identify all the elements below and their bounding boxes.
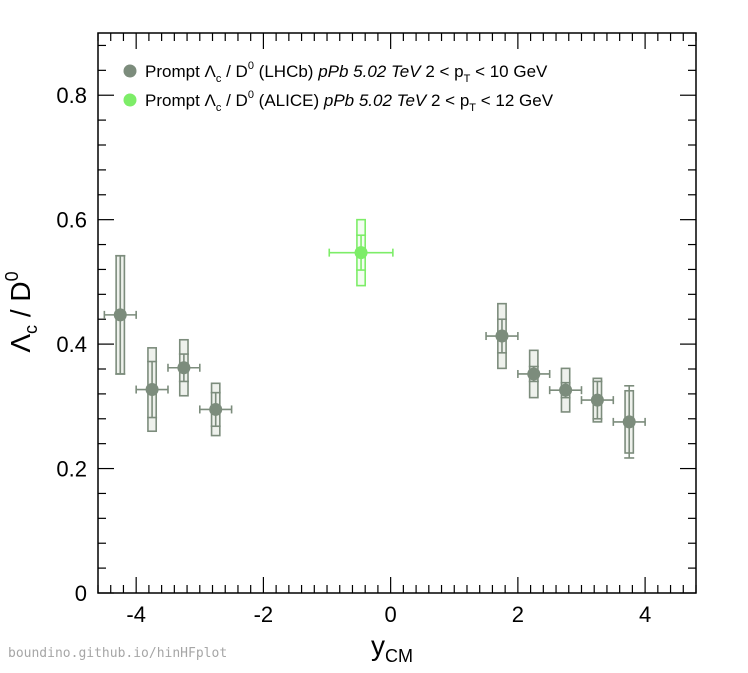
legend-marker-lhcb bbox=[123, 64, 137, 78]
data-marker bbox=[495, 329, 509, 343]
data-marker bbox=[354, 246, 368, 260]
data-point-alice bbox=[328, 218, 394, 287]
data-marker bbox=[145, 383, 159, 397]
data-point-lhcb bbox=[612, 384, 646, 459]
y-tick-label: 0 bbox=[75, 581, 87, 606]
data-marker bbox=[559, 383, 573, 397]
x-tick-label: 4 bbox=[639, 602, 651, 627]
data-marker bbox=[209, 402, 223, 416]
y-axis-title: Λc / D0 bbox=[2, 271, 41, 352]
plot-frame bbox=[97, 32, 697, 594]
x-tick-label: 0 bbox=[385, 602, 397, 627]
x-axis-title: yCM bbox=[371, 630, 413, 666]
legend: Prompt Λc / D0 (LHCb) pPb 5.02 TeV 2 < p… bbox=[123, 60, 554, 114]
axis-ticks bbox=[97, 33, 697, 594]
data-marker bbox=[622, 415, 636, 429]
y-tick-label: 0.2 bbox=[56, 457, 87, 482]
y-tick-label: 0.8 bbox=[56, 83, 87, 108]
data-marker bbox=[177, 361, 191, 375]
y-tick-labels: 0 0.2 0.4 0.6 0.8 bbox=[56, 83, 87, 606]
x-tick-label: -2 bbox=[254, 602, 274, 627]
data-point-lhcb bbox=[485, 302, 519, 370]
data-point-lhcb bbox=[103, 254, 137, 375]
watermark: boundino.github.io/hinHFplot bbox=[8, 646, 227, 661]
x-tick-label: 2 bbox=[512, 602, 524, 627]
data-marks bbox=[103, 218, 646, 459]
data-point-lhcb bbox=[167, 338, 201, 397]
legend-entry-alice: Prompt Λc / D0 (ALICE) pPb 5.02 TeV 2 < … bbox=[145, 89, 554, 114]
y-tick-label: 0.6 bbox=[56, 208, 87, 233]
legend-marker-alice bbox=[123, 93, 137, 107]
y-tick-label: 0.4 bbox=[56, 332, 87, 357]
x-tick-labels: -4 -2 0 2 4 bbox=[126, 602, 651, 627]
data-marker bbox=[590, 393, 604, 407]
legend-entry-lhcb: Prompt Λc / D0 (LHCb) pPb 5.02 TeV 2 < p… bbox=[145, 60, 548, 85]
data-point-lhcb bbox=[548, 367, 583, 413]
data-point-lhcb bbox=[517, 349, 551, 399]
data-point-lhcb bbox=[135, 347, 169, 433]
data-point-lhcb bbox=[198, 382, 233, 437]
x-tick-label: -4 bbox=[126, 602, 146, 627]
data-marker bbox=[527, 367, 541, 381]
data-marker bbox=[113, 308, 127, 322]
data-point-lhcb bbox=[580, 377, 615, 423]
